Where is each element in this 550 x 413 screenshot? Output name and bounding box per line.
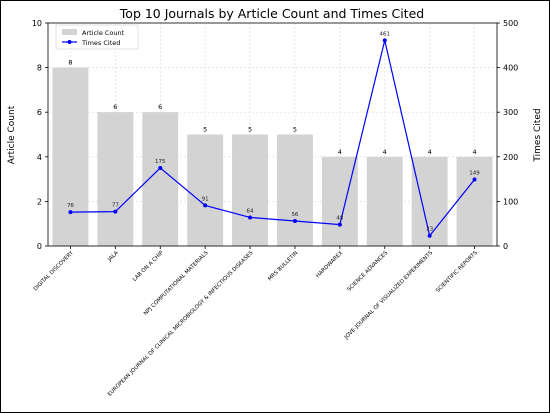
y-tick-label: 8 [37, 64, 42, 73]
times-cited-value-label: 175 [155, 159, 166, 165]
x-tick-label: DIGITAL DISCOVERY [33, 250, 76, 293]
x-tick-label: JALA [106, 250, 120, 264]
times-cited-point [472, 177, 477, 182]
bar-value-label: 5 [203, 126, 207, 134]
y2-axis-label: Times Cited [533, 108, 543, 162]
bar-value-label: 4 [472, 148, 476, 156]
legend-label-article-count: Article Count [82, 29, 125, 37]
y-tick-label: 2 [37, 197, 42, 206]
times-cited-value-label: 48 [336, 216, 343, 222]
times-cited-point [292, 219, 297, 224]
y2-tick-label: 500 [503, 19, 518, 28]
times-cited-value-label: 461 [380, 31, 391, 37]
bar-value-label: 8 [68, 59, 72, 67]
times-cited-value-label: 56 [291, 212, 298, 218]
bar-value-label: 5 [248, 126, 252, 134]
y-tick-label: 6 [37, 108, 42, 117]
bar-value-label: 6 [158, 103, 162, 111]
times-cited-line [70, 40, 476, 238]
x-tick-label: EUROPEAN JOURNAL OF CLINICAL MICROBIOLOG… [107, 250, 255, 398]
legend-swatch-article-count [62, 29, 77, 35]
bar [276, 134, 313, 246]
bar-value-label: 5 [293, 126, 297, 134]
times-cited-value-label: 91 [202, 196, 209, 202]
bar [321, 156, 358, 246]
bar-value-label: 4 [383, 148, 387, 156]
legend-marker-times-cited [67, 40, 72, 44]
times-cited-point [382, 38, 387, 43]
chart-title: Top 10 Journals by Article Count and Tim… [119, 6, 424, 21]
y-tick-label: 10 [32, 19, 42, 28]
x-tick-label: SCIENTIFIC REPORTS [435, 250, 479, 294]
times-cited-value-label: 77 [112, 203, 119, 209]
y2-tick-label: 0 [503, 242, 508, 251]
x-tick-label: SCIENCE ADVANCES [346, 250, 389, 293]
plot-frame [47, 22, 498, 247]
y2-tick-label: 100 [503, 197, 518, 206]
bar [232, 134, 269, 246]
x-tick-label: JOVE-JOURNAL OF VISUALIZED EXPERIMENTS [343, 250, 435, 342]
times-cited-point [113, 209, 118, 214]
bar [97, 112, 134, 246]
times-cited-point [68, 210, 73, 215]
bar [366, 156, 403, 246]
bars-layer: 8 6 6 5 5 5 4 4 4 4 [52, 59, 493, 246]
y2-tick-label: 300 [503, 108, 518, 117]
times-cited-value-label: 149 [469, 171, 480, 177]
bar [187, 134, 224, 246]
bar [456, 156, 493, 246]
y-axis-label: Article Count [7, 105, 17, 164]
legend-label-times-cited: Times Cited [81, 39, 120, 47]
x-tick-label: LAB ON A CHIP [132, 250, 165, 283]
y-tick-label: 4 [37, 153, 42, 162]
times-cited-point [337, 222, 342, 227]
bar-value-label: 6 [113, 103, 117, 111]
times-cited-point [203, 203, 208, 208]
x-tick-label: HARDWAREX [315, 250, 344, 279]
bar [52, 67, 89, 246]
legend: Article Count Times Cited [55, 24, 139, 50]
bar-value-label: 4 [428, 148, 432, 156]
bar-value-label: 4 [338, 148, 342, 156]
times-cited-point [248, 215, 253, 220]
times-cited-point [158, 165, 163, 170]
x-tick-label: MRS BULLETIN [267, 250, 299, 282]
times-cited-value-label: 76 [67, 203, 74, 209]
times-cited-point [427, 233, 432, 238]
y2-tick-label: 400 [503, 64, 518, 73]
times-cited-value-label: 23 [426, 227, 433, 233]
times-cited-value-label: 64 [247, 208, 254, 214]
y-tick-label: 0 [37, 242, 42, 251]
bar [411, 156, 448, 246]
y2-tick-label: 200 [503, 153, 518, 162]
